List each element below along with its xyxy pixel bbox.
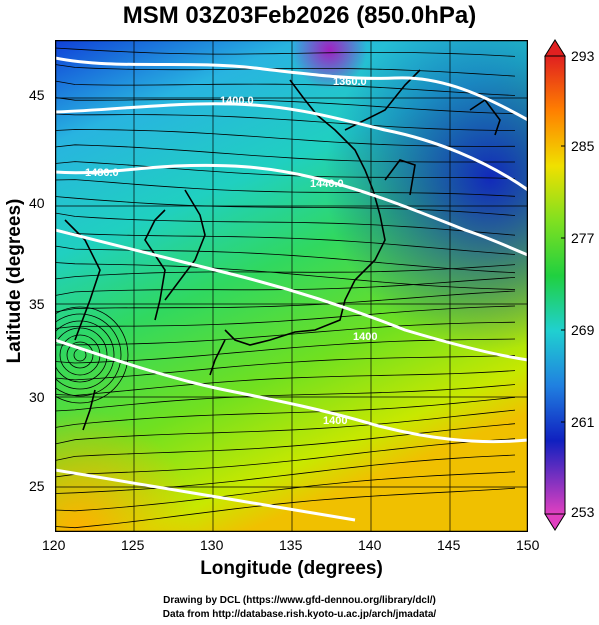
- height-contours: [55, 56, 528, 522]
- x-tick-label: 140: [358, 537, 382, 553]
- colorbar-tick-label: 261: [571, 414, 595, 430]
- colorbar-tick-label: 285: [571, 138, 595, 154]
- y-tick-label: 45: [29, 87, 45, 103]
- colorbar-tick-label: 293: [571, 48, 595, 64]
- chart-title: MSM 03Z03Feb2026 (850.0hPa): [122, 2, 477, 29]
- x-axis-label: Longitude (degrees): [200, 558, 383, 579]
- x-tick-label: 150: [516, 537, 540, 553]
- y-tick-label: 25: [29, 478, 45, 494]
- colorbar-tick-label: 269: [571, 322, 595, 338]
- x-tick-label: 145: [437, 537, 461, 553]
- y-tick-label: 40: [29, 195, 45, 211]
- x-tick-label: 125: [121, 537, 145, 553]
- colorbar-tick-label: 253: [571, 504, 595, 520]
- colorbar-min-arrow: [544, 513, 566, 531]
- contour-label: 1440.0: [310, 178, 344, 190]
- y-tick-label: 35: [29, 296, 45, 312]
- credit-line-2: Data from http://database.rish.kyoto-u.a…: [162, 609, 437, 620]
- contour-label: 1400.0: [220, 95, 254, 107]
- map-frame: [55, 40, 528, 532]
- contour-label: 1400: [323, 415, 347, 427]
- credit-line-1: Drawing by DCL (https://www.gfd-dennou.o…: [163, 595, 436, 606]
- lat-lon-grid: [55, 40, 528, 532]
- y-axis-label: Latitude (degrees): [4, 198, 25, 364]
- colorbar-max-arrow: [544, 39, 566, 57]
- weather-map: 1360.0 1400.0 1440.0 1480.0 1400 1400: [55, 40, 528, 532]
- contour-label: 1360.0: [333, 76, 367, 88]
- x-tick-label: 130: [200, 537, 224, 553]
- colorbar-tick-label: 277: [571, 230, 595, 246]
- colorbar: [544, 39, 566, 531]
- x-tick-label: 120: [42, 537, 66, 553]
- contour-label: 1480.0: [85, 167, 119, 179]
- x-tick-label: 135: [279, 537, 303, 553]
- y-tick-label: 30: [29, 389, 45, 405]
- contour-label: 1400: [353, 331, 377, 343]
- wind-streamlines: [55, 47, 516, 529]
